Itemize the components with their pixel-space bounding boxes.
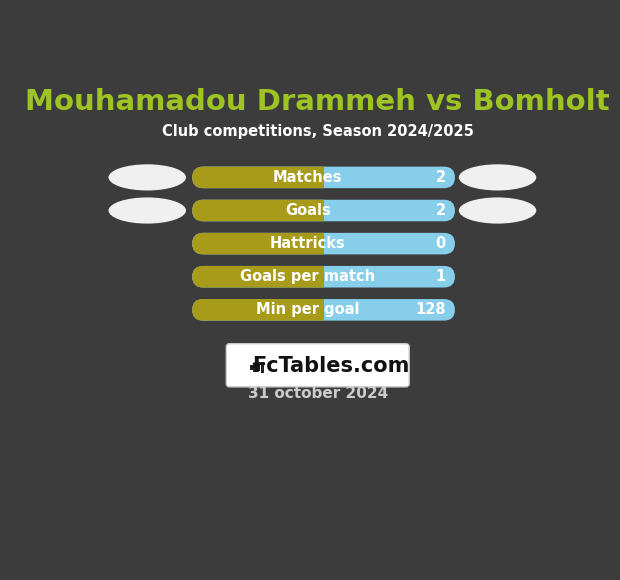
Ellipse shape <box>108 197 186 224</box>
FancyBboxPatch shape <box>192 166 455 188</box>
Text: 0: 0 <box>435 236 446 251</box>
Ellipse shape <box>459 197 536 224</box>
Text: Goals per match: Goals per match <box>240 269 375 284</box>
FancyBboxPatch shape <box>226 344 409 387</box>
Ellipse shape <box>108 164 186 190</box>
Text: 128: 128 <box>415 302 446 317</box>
FancyBboxPatch shape <box>192 266 455 288</box>
Text: Goals: Goals <box>285 203 330 218</box>
Bar <box>254 363 257 372</box>
Bar <box>249 365 253 370</box>
Text: 31 october 2024: 31 october 2024 <box>247 386 388 401</box>
FancyBboxPatch shape <box>192 200 455 222</box>
Text: Mouhamadou Drammeh vs Bomholt: Mouhamadou Drammeh vs Bomholt <box>25 88 610 116</box>
Bar <box>257 364 260 371</box>
Bar <box>261 362 264 374</box>
Text: 1: 1 <box>435 269 446 284</box>
FancyBboxPatch shape <box>192 200 455 222</box>
Text: Club competitions, Season 2024/2025: Club competitions, Season 2024/2025 <box>162 124 474 139</box>
FancyBboxPatch shape <box>192 233 455 255</box>
Text: 2: 2 <box>435 170 446 185</box>
Ellipse shape <box>459 164 536 190</box>
Text: Matches: Matches <box>273 170 342 185</box>
FancyBboxPatch shape <box>192 233 455 255</box>
FancyBboxPatch shape <box>192 266 455 288</box>
Text: 2: 2 <box>435 203 446 218</box>
FancyBboxPatch shape <box>192 166 455 188</box>
Text: Hattricks: Hattricks <box>270 236 346 251</box>
Text: FcTables.com: FcTables.com <box>252 356 409 376</box>
FancyBboxPatch shape <box>192 299 455 321</box>
FancyBboxPatch shape <box>192 299 455 321</box>
Text: Min per goal: Min per goal <box>256 302 360 317</box>
